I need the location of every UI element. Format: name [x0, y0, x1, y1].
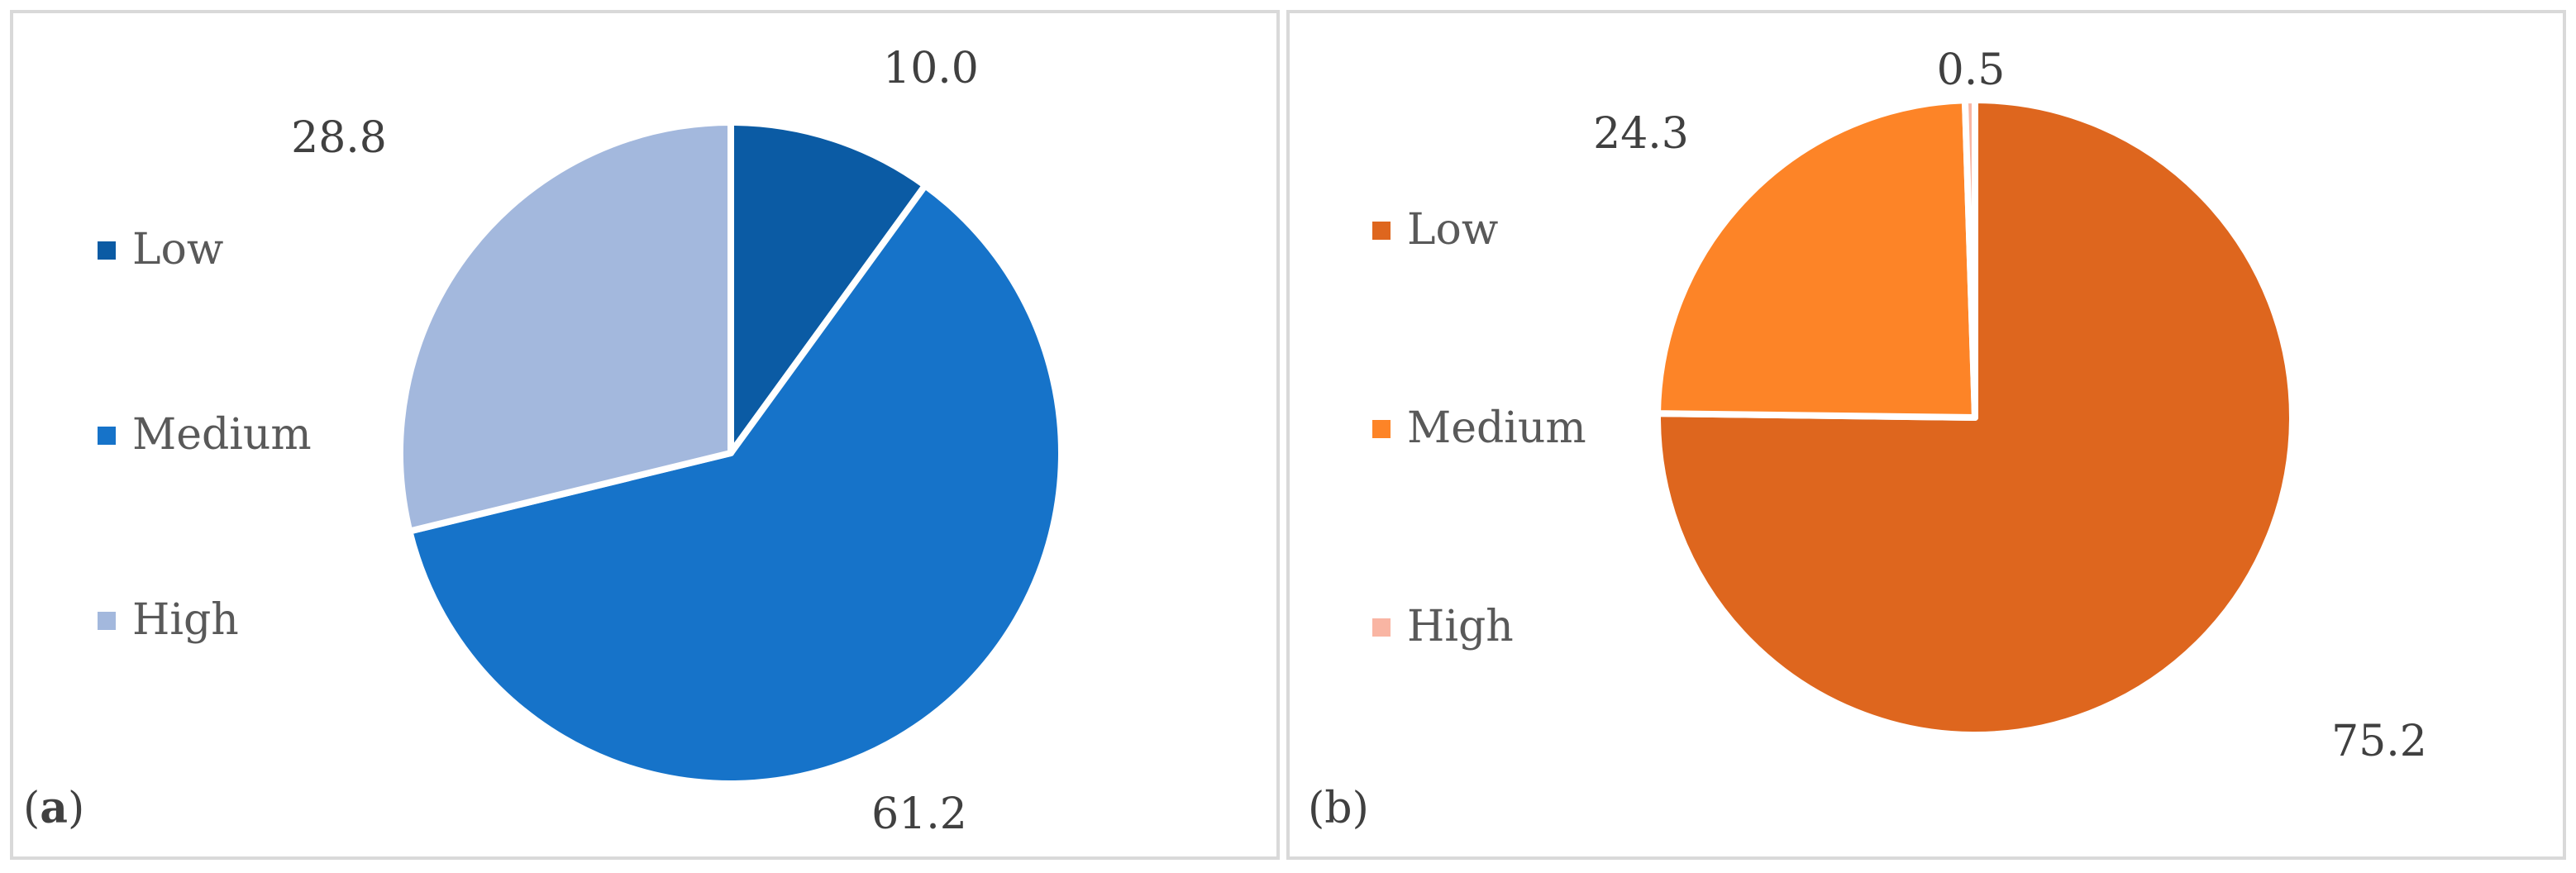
legend-swatch-low: [98, 241, 116, 260]
legend-swatch-low: [1372, 222, 1391, 240]
pie-chart-b: 75.2 24.3 0.5: [1593, 45, 2427, 766]
pie-slice-low: [727, 119, 929, 456]
data-label-high: 28.8: [291, 113, 387, 163]
panel-label-a: (a): [23, 783, 85, 834]
data-label-medium: 24.3: [1593, 109, 1689, 159]
chart-panel-b: 75.2 24.3 0.5 Low Medium High (b): [1286, 10, 2566, 860]
legend-label-medium: Medium: [132, 410, 312, 460]
legend-label-high: High: [1407, 602, 1514, 651]
legend-label-medium: Medium: [1407, 403, 1586, 453]
legend-swatch-medium: [98, 427, 116, 445]
legend-label-low: Low: [132, 225, 224, 274]
data-label-low: 75.2: [2331, 717, 2427, 766]
pie-slice-medium: [406, 182, 1065, 787]
legend-label-low: Low: [1407, 205, 1499, 255]
panel-label-b: (b): [1308, 784, 1369, 833]
chart-panel-a: 10.0 61.2 28.8 Low Medium High (a): [10, 10, 1280, 860]
legend-swatch-high: [1372, 618, 1391, 637]
pie-slice-low: [1654, 97, 2296, 738]
data-label-medium: 61.2: [871, 790, 967, 839]
pie-slice-medium: [1654, 97, 1978, 421]
pie-slice-high: [397, 119, 734, 535]
data-label-high: 0.5: [1937, 45, 2006, 95]
pie-slice-high: [1961, 97, 1978, 421]
pie-chart-a: 10.0 61.2 28.8: [291, 44, 1065, 839]
legend-swatch-high: [98, 612, 116, 630]
legend-swatch-medium: [1372, 420, 1391, 438]
data-label-low: 10.0: [883, 44, 979, 93]
legend-label-high: High: [132, 595, 239, 645]
